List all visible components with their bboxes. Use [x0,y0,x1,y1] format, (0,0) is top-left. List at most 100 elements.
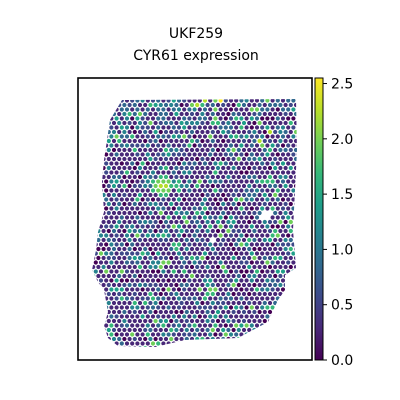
tissue-spot [174,309,179,315]
tissue-spot [226,264,231,270]
tissue-spot [114,269,119,274]
tissue-spot [179,174,184,180]
tissue-spot [148,174,153,180]
tissue-spot [231,291,236,297]
tissue-spot [101,228,106,234]
tissue-spot [96,309,101,315]
tissue-spot [184,345,189,347]
tissue-spot [270,152,275,157]
tissue-spot [161,278,166,283]
tissue-spot [156,287,161,292]
tissue-spot [114,278,119,283]
tissue-spot [283,210,288,216]
tissue-spot [223,260,228,265]
tissue-spot [111,309,117,315]
tissue-spot [150,251,156,256]
tissue-spot [163,309,169,315]
tissue-spot [137,255,143,261]
tissue-spot [202,224,208,229]
tissue-spot [166,179,171,184]
tissue-spot [92,99,93,103]
tissue-spot [286,206,291,211]
tissue-spot [117,255,122,261]
tissue-spot [215,210,221,216]
tissue-spot [104,161,109,166]
tissue-spot [218,269,223,274]
tissue-spot [176,242,182,247]
tissue-spot [179,219,184,225]
tissue-spot [210,345,215,347]
tissue-spot [197,314,202,319]
tissue-spot [96,156,101,162]
tissue-spot [169,147,174,153]
tissue-spot [153,219,158,225]
tissue-spot [280,116,286,121]
tissue-spot [106,291,111,297]
tissue-spot [236,138,241,144]
tissue-spot [174,174,179,180]
tissue-spot [101,165,106,171]
tissue-spot [176,296,182,301]
tissue-spot [161,332,166,337]
tissue-spot [202,278,208,283]
tissue-spot [265,107,270,112]
tissue-spot [140,305,145,310]
tissue-spot [254,161,260,166]
tissue-spot [260,197,265,202]
tissue-spot [148,327,153,333]
tissue-spot [288,219,293,225]
tissue-spot [117,192,122,198]
tissue-spot [254,323,260,328]
tissue-spot [260,323,265,328]
tissue-spot [106,318,111,324]
tissue-spot [226,255,231,261]
tissue-spot [208,224,213,229]
tissue-spot [273,318,278,324]
tissue-spot [299,184,303,188]
tissue-spot [104,251,109,256]
tissue-spot [143,291,148,297]
tissue-spot [262,201,267,207]
tissue-spot [262,129,267,135]
tissue-spot [221,264,226,270]
tissue-spot [132,291,137,297]
tissue-spot [280,161,286,166]
tissue-spot [93,215,98,220]
tissue-spot [244,332,249,337]
tissue-spot [265,269,270,274]
tissue-spot [158,156,163,162]
tissue-spot [169,111,174,117]
tissue-spot [208,296,213,301]
tissue-spot [218,125,223,130]
tissue-spot [171,224,176,229]
tissue-spot [176,206,182,211]
tissue-spot [270,134,275,139]
tissue-spot [218,134,223,139]
tissue-spot [270,287,275,292]
tissue-spot [213,287,218,292]
tissue-spot [179,237,184,243]
tissue-spot [283,120,288,126]
tissue-spot [184,318,189,324]
tissue-spot [216,94,220,98]
tissue-spot [200,156,205,162]
tissue-spot [260,170,265,175]
tissue-spot [174,210,179,216]
tissue-spot [184,120,189,126]
tissue-spot [257,156,262,162]
tissue-spot [184,102,189,108]
tissue-spot [163,138,169,144]
tissue-spot [171,260,176,265]
tissue-spot [280,323,286,328]
tissue-spot [171,107,176,112]
tissue-spot [254,197,260,202]
tissue-spot [171,152,176,157]
tissue-spot [171,179,176,184]
tissue-spot [104,287,109,292]
tissue-spot [174,255,179,261]
tissue-spot [174,336,179,342]
tissue-spot [117,138,122,144]
tissue-spot [249,287,254,292]
tissue-spot [267,102,273,108]
tissue-spot [249,170,254,175]
